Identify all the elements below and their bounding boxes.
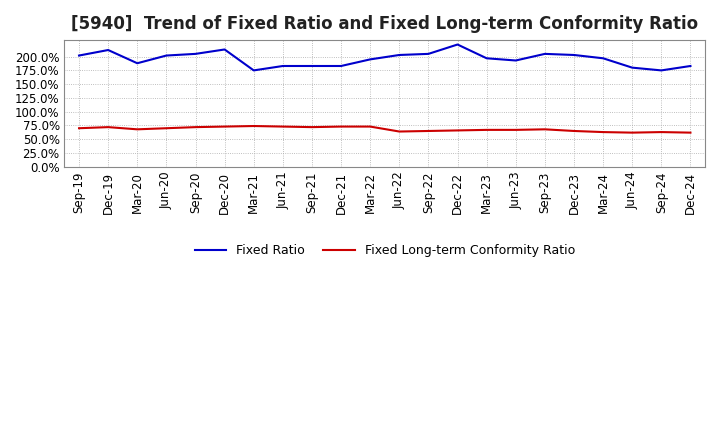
Fixed Long-term Conformity Ratio: [337, 124, 346, 129]
Fixed Ratio: [249, 68, 258, 73]
Title: [5940]  Trend of Fixed Ratio and Fixed Long-term Conformity Ratio: [5940] Trend of Fixed Ratio and Fixed Lo…: [71, 15, 698, 33]
Fixed Long-term Conformity Ratio: [220, 124, 229, 129]
Fixed Ratio: [628, 65, 636, 70]
Fixed Long-term Conformity Ratio: [192, 125, 200, 130]
Fixed Long-term Conformity Ratio: [453, 128, 462, 133]
Fixed Long-term Conformity Ratio: [133, 127, 142, 132]
Fixed Long-term Conformity Ratio: [366, 124, 374, 129]
Fixed Ratio: [657, 68, 666, 73]
Fixed Ratio: [366, 57, 374, 62]
Fixed Ratio: [424, 51, 433, 56]
Fixed Ratio: [395, 52, 404, 58]
Fixed Ratio: [104, 48, 112, 53]
Line: Fixed Long-term Conformity Ratio: Fixed Long-term Conformity Ratio: [79, 126, 690, 132]
Fixed Ratio: [686, 63, 695, 69]
Fixed Ratio: [599, 55, 608, 61]
Fixed Long-term Conformity Ratio: [599, 129, 608, 135]
Fixed Long-term Conformity Ratio: [511, 127, 520, 132]
Fixed Long-term Conformity Ratio: [657, 129, 666, 135]
Fixed Ratio: [192, 51, 200, 56]
Fixed Ratio: [337, 63, 346, 69]
Fixed Ratio: [570, 52, 578, 58]
Fixed Ratio: [220, 47, 229, 52]
Fixed Ratio: [511, 58, 520, 63]
Fixed Long-term Conformity Ratio: [162, 125, 171, 131]
Fixed Long-term Conformity Ratio: [249, 123, 258, 128]
Fixed Long-term Conformity Ratio: [395, 129, 404, 134]
Fixed Long-term Conformity Ratio: [686, 130, 695, 135]
Fixed Long-term Conformity Ratio: [104, 125, 112, 130]
Fixed Long-term Conformity Ratio: [482, 127, 491, 132]
Fixed Long-term Conformity Ratio: [570, 128, 578, 134]
Fixed Ratio: [541, 51, 549, 56]
Fixed Ratio: [162, 53, 171, 58]
Fixed Ratio: [307, 63, 316, 69]
Fixed Long-term Conformity Ratio: [75, 125, 84, 131]
Fixed Long-term Conformity Ratio: [307, 125, 316, 130]
Fixed Ratio: [453, 42, 462, 47]
Line: Fixed Ratio: Fixed Ratio: [79, 44, 690, 70]
Fixed Long-term Conformity Ratio: [628, 130, 636, 135]
Fixed Long-term Conformity Ratio: [424, 128, 433, 134]
Fixed Ratio: [279, 63, 287, 69]
Fixed Long-term Conformity Ratio: [541, 127, 549, 132]
Legend: Fixed Ratio, Fixed Long-term Conformity Ratio: Fixed Ratio, Fixed Long-term Conformity …: [189, 239, 580, 262]
Fixed Ratio: [482, 55, 491, 61]
Fixed Ratio: [75, 53, 84, 58]
Fixed Ratio: [133, 61, 142, 66]
Fixed Long-term Conformity Ratio: [279, 124, 287, 129]
